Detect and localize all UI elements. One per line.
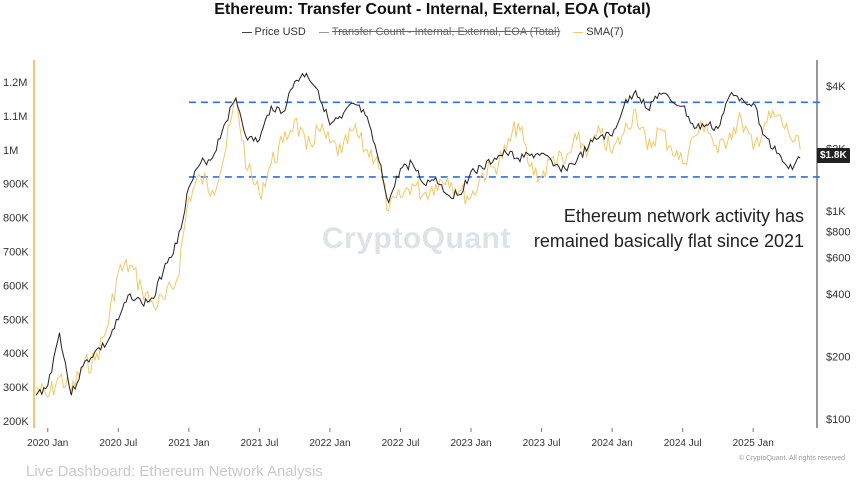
legend-item-price[interactable]: Price USD xyxy=(241,26,306,38)
right-axis-ticks: $4K$2K$1K$800$600$400$200$100 xyxy=(826,81,850,426)
left-tick-label: 800K xyxy=(3,213,29,225)
left-tick-label: 600K xyxy=(3,280,29,292)
right-tick-label: $200 xyxy=(826,351,850,363)
footer-link[interactable]: Live Dashboard: Ethereum Network Analysi… xyxy=(26,463,323,480)
right-tick-label: $800 xyxy=(826,226,850,238)
right-tick-label: $100 xyxy=(826,414,850,426)
legend-item-transfer-count[interactable]: Transfer Count - Internal, External, EOA… xyxy=(318,26,561,38)
x-axis-ticks: 2020 Jan 2020 Jul 2021 Jan 2021 Jul 2022 Jan… xyxy=(27,428,774,449)
x-tick-label: 2024 Jul xyxy=(664,438,702,449)
x-tick-label: 2020 Jan xyxy=(27,438,68,449)
left-tick-label: 200K xyxy=(3,416,29,428)
x-tick-label: 2023 Jul xyxy=(523,438,561,449)
chart-title: Ethereum: Transfer Count - Internal, Ext… xyxy=(214,1,651,18)
x-tick-label: 2024 Jan xyxy=(592,438,633,449)
x-tick-label: 2020 Jul xyxy=(99,438,137,449)
left-tick-label: 1.2M xyxy=(3,77,27,89)
chart-legend: Price USD Transfer Count - Internal, Ext… xyxy=(0,26,865,38)
left-tick-label: 300K xyxy=(3,382,29,394)
price-series xyxy=(35,72,801,396)
legend-label-transfer-count: Transfer Count - Internal, External, EOA… xyxy=(331,26,561,38)
x-tick-label: 2023 Jan xyxy=(450,438,491,449)
left-tick-label: 1.1M xyxy=(3,111,27,123)
right-tick-label: $400 xyxy=(826,289,850,301)
x-tick-label: 2025 Jan xyxy=(733,438,774,449)
series-line-sma-7- xyxy=(35,97,801,399)
sma-series xyxy=(35,97,801,399)
current-price-badge: $1.8K xyxy=(817,148,850,163)
chart-annotation: Ethereum network activity has remained b… xyxy=(533,206,804,251)
legend-swatch-sma xyxy=(573,31,584,33)
left-tick-label: 500K xyxy=(3,314,29,326)
right-tick-label: $600 xyxy=(826,252,850,264)
left-tick-label: 400K xyxy=(3,348,29,360)
copyright-text: © CryptoQuant. All rights reserved xyxy=(738,455,845,462)
legend-label-price: Price USD xyxy=(254,26,306,38)
x-tick-label: 2022 Jul xyxy=(382,438,420,449)
left-tick-label: 1M xyxy=(3,145,18,157)
left-axis-ticks: 1.2M 1.1M 1M 900K 800K 700K 600K 500K 400K 300K 20… xyxy=(3,77,29,428)
right-tick-label: $1K xyxy=(826,206,846,218)
legend-label-sma: SMA(7) xyxy=(586,26,624,38)
reference-lines xyxy=(188,101,820,178)
legend-swatch-price xyxy=(241,31,252,33)
x-tick-label: 2021 Jan xyxy=(168,438,209,449)
x-tick-label: 2021 Jul xyxy=(240,438,278,449)
left-tick-label: 700K xyxy=(3,247,29,259)
legend-item-sma[interactable]: SMA(7) xyxy=(573,26,624,38)
legend-swatch-transfer-count xyxy=(318,31,329,33)
series-line-price-usd xyxy=(35,72,801,396)
right-tick-label: $4K xyxy=(826,81,846,93)
x-tick-label: 2022 Jan xyxy=(309,438,350,449)
watermark: CryptoQuant xyxy=(322,222,511,255)
left-tick-label: 900K xyxy=(3,179,29,191)
